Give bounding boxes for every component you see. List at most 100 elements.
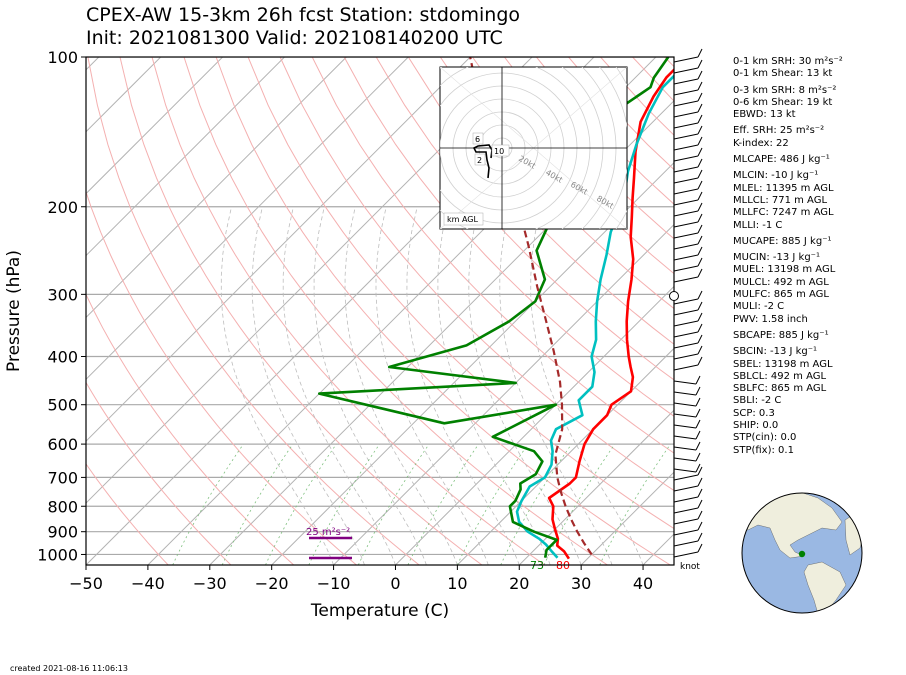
chart-subtitle: Init: 2021081300 Valid: 202108140200 UTC: [86, 27, 503, 49]
stat-line: SBLFC: 865 m AGL: [733, 383, 827, 395]
moist-adiabat: [437, 206, 551, 565]
wind-barb: [673, 380, 697, 385]
wind-barb: [673, 144, 699, 151]
wind-barb: [673, 342, 699, 349]
dry-adiabat: [343, 57, 674, 417]
y-tick-label: 1000: [37, 545, 78, 564]
stat-line: MUEL: 13198 m AGL: [733, 264, 836, 276]
y-tick-label: 400: [47, 348, 78, 367]
stat-line: MLCIN: -10 J kg⁻¹: [733, 170, 819, 182]
stat-line: MULI: -2 C: [733, 301, 785, 313]
wind-barb-flag: [697, 466, 703, 476]
wind-barb-flag: [697, 477, 703, 487]
wind-barb-flag: [697, 543, 703, 553]
mixing-ratio-line: [265, 443, 337, 565]
wind-barb-flag: [695, 452, 701, 462]
wind-barb: [673, 89, 699, 96]
wind-barb: [673, 540, 699, 547]
stat-line: STP(cin): 0.0: [733, 432, 797, 444]
wind-barb-flag: [697, 499, 703, 509]
wind-barb: [673, 100, 699, 107]
stat-line: SBCIN: -13 J kg⁻¹: [733, 346, 818, 358]
wind-barb: [673, 111, 699, 118]
wind-barb: [673, 67, 699, 74]
globe-outline: [741, 492, 863, 614]
dry-adiabat: [375, 57, 674, 381]
wind-barb: [673, 78, 699, 85]
isotherm: [395, 285, 674, 565]
greenland-africa-land: [844, 511, 862, 556]
wind-barb: [673, 424, 697, 429]
wind-barb: [673, 56, 699, 63]
x-tick-label: −40: [131, 574, 165, 593]
wind-barb: [673, 529, 699, 536]
wind-barb: [673, 457, 697, 462]
x-tick-label: −30: [193, 574, 227, 593]
wind-barb-flag: [695, 463, 701, 473]
stat-line: SBEL: 13198 m AGL: [733, 358, 833, 370]
wind-barb: [673, 199, 699, 206]
dry-adiabat: [119, 57, 483, 565]
isotherm: [86, 57, 223, 195]
wind-barb: [673, 177, 699, 184]
wind-barb: [673, 254, 699, 261]
stat-line: EBWD: 13 kt: [733, 109, 796, 121]
isotherm: [518, 409, 674, 565]
wind-barb-flag: [695, 441, 701, 451]
mixing-ratio-line: [599, 443, 671, 565]
moist-adiabat: [344, 206, 458, 565]
stat-line: MLEL: 11395 m AGL: [733, 182, 834, 194]
hodo-height-10: 10: [494, 147, 504, 156]
wind-barb-flag: [695, 375, 701, 385]
x-tick-label: −10: [317, 574, 351, 593]
wind-barb: [673, 122, 699, 129]
wind-barb: [673, 551, 699, 558]
isotherm: [86, 57, 162, 133]
wind-barb-flag: [697, 114, 703, 124]
moist-adiabat: [375, 206, 489, 565]
x-tick-label: 40: [633, 574, 653, 593]
wind-barb-flag: [695, 397, 701, 407]
y-tick-label: 500: [47, 396, 78, 415]
hodo-height-box-6: [472, 132, 484, 145]
wind-units-label: knot: [680, 562, 700, 572]
stats-panel: 0-1 km SRH: 30 m²s⁻² 0-1 km Shear: 13 kt 0…: [733, 56, 843, 457]
wind-barb: [673, 133, 699, 140]
wind-barb: [673, 446, 697, 451]
wind-barb-flag: [697, 510, 703, 520]
calm-wind-marker: [669, 291, 679, 301]
stat-line: SHIP: 0.0: [733, 420, 779, 432]
wind-barb-flag: [697, 81, 703, 91]
wind-barb: [673, 474, 699, 481]
dry-adiabat: [247, 57, 674, 530]
wind-barb: [673, 309, 699, 316]
wind-barb: [673, 485, 699, 492]
isotherm: [209, 100, 674, 565]
wind-barb-flag: [697, 48, 703, 58]
x-tick-label: −50: [69, 574, 103, 593]
north-america-land: [742, 493, 843, 559]
x-tick-label: −20: [255, 574, 289, 593]
stat-line: MULCL: 492 m AGL: [733, 276, 829, 288]
dry-adiabat: [439, 57, 674, 310]
y-tick-label: 700: [47, 468, 78, 487]
wind-barb-flag: [697, 290, 703, 300]
wind-barb: [673, 507, 699, 514]
y-tick-label: 800: [47, 497, 78, 516]
wind-barb-flag: [697, 202, 703, 212]
wind-barb-flag: [697, 59, 703, 69]
mixing-ratio-line: [221, 443, 294, 565]
stat-line: SBLI: -2 C: [733, 395, 782, 407]
wind-barb-flag: [697, 191, 703, 201]
wind-barb-flag: [697, 246, 703, 256]
x-axis-label: Temperature (C): [310, 601, 449, 621]
hodo-units-label: km AGL: [447, 215, 479, 224]
hodo-height-box-2: [474, 153, 486, 166]
isotherm: [86, 57, 285, 257]
isotherm: [86, 57, 409, 381]
dry-adiabat: [279, 57, 674, 492]
wind-barb-flag: [697, 224, 703, 234]
wind-barb-flag: [697, 323, 703, 333]
wind-barb: [673, 166, 699, 173]
